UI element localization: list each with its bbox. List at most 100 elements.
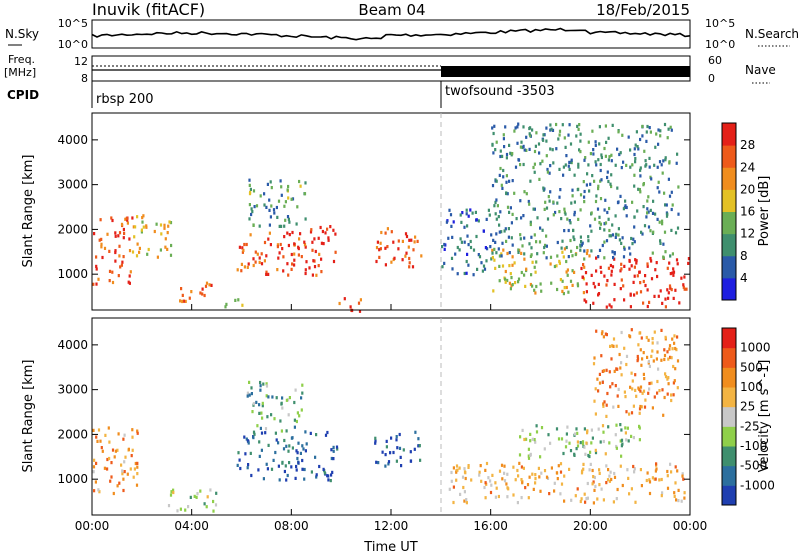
power-cell	[580, 240, 583, 244]
power-cell	[401, 239, 404, 243]
power-cell	[649, 256, 652, 261]
power-cell	[517, 250, 520, 254]
power-cell	[604, 124, 607, 128]
power-cell	[204, 284, 208, 288]
velocity-cell	[648, 387, 651, 391]
velocity-cell	[681, 474, 684, 478]
power-cell	[463, 225, 466, 229]
velocity-cell	[632, 464, 635, 469]
power-cell	[648, 156, 651, 160]
power-cell	[263, 259, 266, 263]
power-cell	[283, 204, 286, 208]
power-cell	[591, 174, 594, 178]
velocity-cell	[97, 488, 100, 492]
power-cell	[156, 255, 159, 259]
velocity-cell	[613, 369, 616, 373]
power-cell	[584, 271, 588, 275]
power-cell	[583, 195, 586, 199]
power-cell	[259, 194, 262, 198]
power-cell	[523, 148, 526, 152]
velocity-cell	[615, 497, 618, 501]
power-cell	[506, 278, 509, 283]
power-cell	[545, 206, 549, 210]
velocity-cell	[462, 485, 465, 490]
velocity-cell	[247, 441, 250, 445]
power-cell	[181, 299, 184, 304]
power-cell	[646, 262, 649, 266]
velocity-cell	[101, 449, 104, 453]
velocity-cell	[634, 500, 637, 504]
power-cell	[268, 223, 271, 227]
velocity-xtick-label: 20:00	[573, 519, 608, 533]
power-cell	[120, 222, 124, 226]
power-cell	[639, 137, 642, 142]
power-cell	[545, 234, 548, 238]
velocity-colorbar-frame	[721, 327, 737, 506]
power-cell	[498, 223, 501, 227]
power-cell	[533, 162, 536, 166]
velocity-cell	[301, 458, 304, 463]
velocity-cell	[619, 423, 622, 427]
power-cell	[618, 238, 621, 242]
power-cell	[517, 158, 521, 162]
power-cell	[126, 218, 129, 222]
power-cell	[622, 207, 625, 211]
velocity-cell	[594, 448, 597, 452]
power-cell	[571, 269, 574, 273]
velocity-cell	[265, 394, 268, 398]
power-cell	[645, 139, 648, 143]
power-cell	[505, 191, 508, 195]
power-cell	[569, 279, 573, 283]
velocity-cell	[594, 387, 597, 391]
power-cell	[241, 250, 244, 254]
velocity-cell	[532, 487, 535, 491]
power-cell	[298, 237, 301, 241]
power-cell	[567, 164, 570, 168]
power-cell	[155, 222, 158, 226]
velocity-cell	[246, 466, 249, 470]
velocity-cell	[634, 388, 637, 392]
power-cell	[97, 277, 100, 281]
power-cell	[583, 249, 586, 253]
velocity-cell	[590, 428, 593, 432]
power-cell	[164, 237, 167, 241]
velocity-cell	[295, 468, 298, 472]
power-cell	[248, 192, 252, 196]
power-cell	[608, 206, 611, 211]
velocity-cell	[660, 328, 663, 332]
power-cell	[110, 216, 113, 220]
velocity-cell	[505, 482, 508, 486]
power-cell	[561, 289, 564, 293]
power-cell	[633, 274, 636, 278]
velocity-cell	[266, 467, 269, 471]
velocity-cell	[661, 388, 664, 392]
power-cell	[499, 154, 502, 159]
power-cell	[549, 262, 552, 266]
power-cell	[443, 242, 446, 247]
velocity-cell	[104, 433, 107, 437]
velocity-cell	[300, 408, 303, 412]
velocity-cell	[295, 464, 298, 469]
power-cell	[159, 248, 162, 252]
velocity-cell	[498, 469, 502, 473]
power-cell	[507, 227, 510, 231]
power-cell	[582, 180, 585, 184]
velocity-cell	[568, 467, 571, 471]
velocity-xtick-label: 00:00	[673, 519, 708, 533]
power-cell	[390, 260, 393, 264]
power-cell	[266, 182, 269, 186]
power-cell	[604, 198, 607, 202]
velocity-cell	[236, 463, 239, 467]
velocity-cell	[599, 440, 602, 444]
power-cell	[142, 214, 145, 218]
power-cell	[511, 243, 514, 247]
velocity-cell	[293, 425, 296, 429]
power-cell	[160, 232, 163, 236]
velocity-cell	[260, 411, 263, 415]
velocity-cell	[131, 428, 134, 432]
power-cell	[502, 248, 505, 252]
velocity-cell	[535, 424, 538, 428]
velocity-cell	[377, 461, 380, 465]
velocity-cell	[455, 464, 459, 468]
velocity-cell	[135, 483, 139, 487]
